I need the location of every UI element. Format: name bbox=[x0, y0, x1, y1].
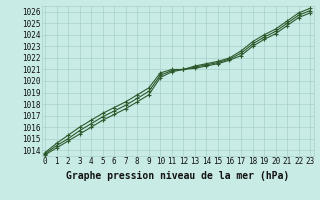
X-axis label: Graphe pression niveau de la mer (hPa): Graphe pression niveau de la mer (hPa) bbox=[66, 171, 289, 181]
